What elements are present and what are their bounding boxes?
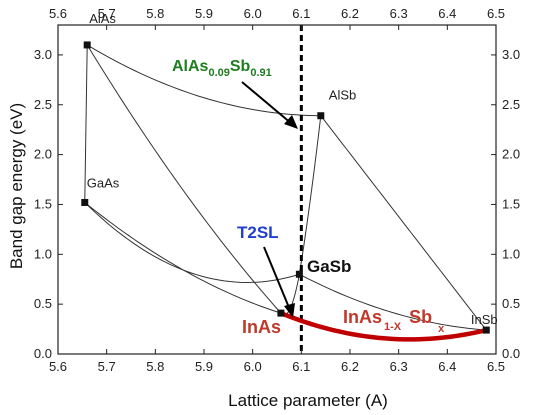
alloy-curve bbox=[84, 202, 300, 283]
y-tick-label: 1.5 bbox=[34, 196, 52, 211]
y-right-tick-label: 2.5 bbox=[502, 97, 520, 112]
y-tick-label: 2.0 bbox=[34, 147, 52, 162]
y-tick-label: 2.5 bbox=[34, 97, 52, 112]
inassb-annotation: InAs 1-X Sbx bbox=[343, 307, 445, 335]
x-top-tick-label: 6.2 bbox=[341, 6, 359, 21]
inassb-sub1: 1-X bbox=[384, 321, 402, 333]
x-top-tick-label: 6.0 bbox=[244, 6, 262, 21]
alloy-curve bbox=[86, 44, 282, 314]
alloy-curve bbox=[84, 44, 88, 203]
y-axis-title: Band gap energy (eV) bbox=[7, 103, 26, 269]
inassb-base: InAs bbox=[343, 307, 382, 327]
point-alas bbox=[83, 41, 91, 49]
x-tick-label: 6.4 bbox=[438, 359, 456, 374]
x-top-tick-label: 6.1 bbox=[292, 6, 310, 21]
alassb-sub2: 0.91 bbox=[250, 67, 271, 79]
t2sl-arrow bbox=[263, 246, 291, 311]
y-tick-label: 0.5 bbox=[34, 296, 52, 311]
t2sl-arrowhead bbox=[284, 303, 295, 318]
x-tick-label: 6.0 bbox=[244, 359, 262, 374]
alassb-base: AlAs bbox=[172, 58, 209, 75]
inassb-sub2: x bbox=[438, 323, 445, 335]
point-label-alas: AlAs bbox=[89, 11, 116, 26]
x-top-tick-label: 5.6 bbox=[49, 6, 67, 21]
point-gasb bbox=[295, 270, 303, 278]
y-tick-label: 3.0 bbox=[34, 47, 52, 62]
point-label-alsb: AlSb bbox=[329, 88, 356, 103]
point-inas bbox=[277, 309, 285, 317]
point-gaas bbox=[81, 198, 89, 206]
x-tick-label: 5.8 bbox=[146, 359, 164, 374]
gasb-big-label: GaSb bbox=[307, 257, 351, 276]
inas-big-label: InAs bbox=[242, 317, 281, 337]
x-tick-label: 6.3 bbox=[390, 359, 408, 374]
x-tick-label: 5.7 bbox=[98, 359, 116, 374]
y-right-tick-label: 1.5 bbox=[502, 196, 520, 211]
y-tick-label: 0.0 bbox=[34, 346, 52, 361]
alloy-curve bbox=[299, 273, 487, 331]
y-tick-label: 1.0 bbox=[34, 246, 52, 261]
x-top-tick-label: 6.5 bbox=[487, 6, 505, 21]
y-right-tick-label: 2.0 bbox=[502, 147, 520, 162]
y-right-tick-label: 0.5 bbox=[502, 296, 520, 311]
alloy-curve bbox=[298, 115, 322, 275]
inassb-highlight-curve bbox=[278, 310, 489, 342]
y-right-tick-label: 3.0 bbox=[502, 47, 520, 62]
x-tick-label: 6.1 bbox=[292, 359, 310, 374]
x-top-tick-label: 6.3 bbox=[390, 6, 408, 21]
t2sl-annotation: T2SL bbox=[237, 223, 279, 242]
alloy-curve bbox=[86, 44, 321, 117]
y-right-tick-label: 0.0 bbox=[502, 346, 520, 361]
alassb-mid: Sb bbox=[230, 58, 251, 75]
alloy-curve bbox=[84, 202, 282, 314]
alassb-sub1: 0.09 bbox=[208, 67, 229, 79]
x-top-tick-label: 6.4 bbox=[438, 6, 456, 21]
data-points bbox=[81, 41, 490, 334]
x-top-tick-label: 5.8 bbox=[146, 6, 164, 21]
alassb-annotation: AlAs0.09Sb0.91 bbox=[172, 58, 272, 79]
point-alsb bbox=[317, 112, 325, 120]
point-label-gaas: GaAs bbox=[87, 175, 120, 190]
x-axis-title: Lattice parameter (A) bbox=[228, 391, 388, 410]
point-insb bbox=[482, 326, 490, 334]
x-top-tick-label: 5.9 bbox=[195, 6, 213, 21]
x-tick-label: 6.5 bbox=[487, 359, 505, 374]
x-tick-label: 5.9 bbox=[195, 359, 213, 374]
axis-ticks: 5.6 5.6 5.7 5.7 5.8 5.8 5.9 5.9 6.0 6.0 6.1 6.1 6.2 6… bbox=[34, 6, 520, 374]
y-right-tick-label: 1.0 bbox=[502, 246, 520, 261]
alloy-curve bbox=[320, 115, 487, 331]
x-tick-label: 5.6 bbox=[49, 359, 67, 374]
alassb-arrow bbox=[241, 81, 293, 125]
alassb-arrowhead bbox=[284, 115, 298, 129]
inassb-mid: Sb bbox=[409, 307, 432, 327]
plot-frame bbox=[57, 24, 497, 355]
annotation-arrows bbox=[241, 81, 298, 318]
alloy-curves bbox=[84, 44, 487, 340]
point-labels: AlAs AlSb GaAs InSb bbox=[87, 11, 498, 327]
x-tick-label: 6.2 bbox=[341, 359, 359, 374]
point-label-insb: InSb bbox=[471, 312, 498, 327]
x-top-tick-label: 5.7 bbox=[98, 6, 116, 21]
